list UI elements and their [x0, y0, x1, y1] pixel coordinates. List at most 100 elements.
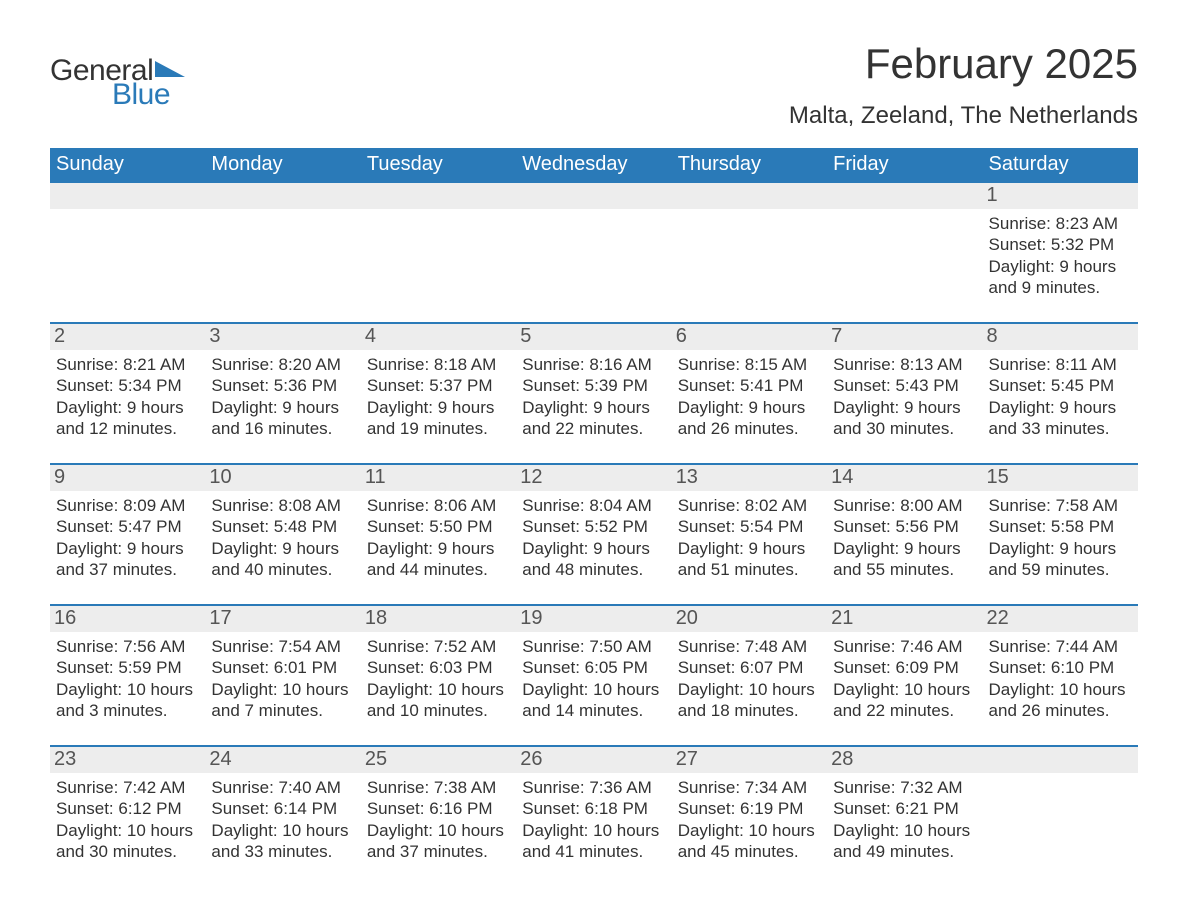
day-cell: 26 Sunrise: 7:36 AMSunset: 6:18 PMDayligh…	[516, 745, 671, 868]
day-number: 3	[205, 324, 360, 350]
day-number: 2	[50, 324, 205, 350]
day-number: 24	[205, 747, 360, 773]
day-cell: 6 Sunrise: 8:15 AMSunset: 5:41 PMDaylight…	[672, 322, 827, 445]
title-block: February 2025 Malta, Zeeland, The Nether…	[789, 40, 1138, 130]
day-info: Sunrise: 7:50 AMSunset: 6:05 PMDaylight:…	[522, 636, 665, 721]
day-info: Sunrise: 8:11 AMSunset: 5:45 PMDaylight:…	[989, 354, 1132, 439]
day-number: 9	[50, 465, 205, 491]
dow-cell: Sunday	[50, 150, 205, 181]
day-cell: 11Sunrise: 8:06 AMSunset: 5:50 PMDayligh…	[361, 463, 516, 586]
day-cell: 14 Sunrise: 8:00 AMSunset: 5:56 PMDayligh…	[827, 463, 982, 586]
dow-cell: Thursday	[672, 150, 827, 181]
day-info: Sunrise: 8:13 AMSunset: 5:43 PMDaylight:…	[833, 354, 976, 439]
day-number: 23	[50, 747, 205, 773]
week-row: 1 Sunrise: 8:23 AMSunset: 5:32 PMDaylight…	[50, 181, 1138, 304]
week-row: 16 Sunrise: 7:56 AMSunset: 5:59 PMDayligh…	[50, 604, 1138, 727]
day-info: Sunrise: 8:04 AMSunset: 5:52 PMDaylight:…	[522, 495, 665, 580]
day-cell: 9 Sunrise: 8:09 AMSunset: 5:47 PMDaylight…	[50, 463, 205, 586]
day-cell: 3 Sunrise: 8:20 AMSunset: 5:36 PMDaylight…	[205, 322, 360, 445]
day-cell: 10Sunrise: 8:08 AMSunset: 5:48 PMDayligh…	[205, 463, 360, 586]
day-number: 22	[983, 606, 1138, 632]
day-info: Sunrise: 8:00 AMSunset: 5:56 PMDaylight:…	[833, 495, 976, 580]
day-info: Sunrise: 7:36 AMSunset: 6:18 PMDaylight:…	[522, 777, 665, 862]
day-cell: 4 Sunrise: 8:18 AMSunset: 5:37 PMDaylight…	[361, 322, 516, 445]
day-info: Sunrise: 8:02 AMSunset: 5:54 PMDaylight:…	[678, 495, 821, 580]
header: General Blue February 2025 Malta, Zeelan…	[50, 40, 1138, 130]
day-cell-empty	[672, 181, 827, 304]
week-row: 23 Sunrise: 7:42 AMSunset: 6:12 PMDayligh…	[50, 745, 1138, 868]
dow-cell: Wednesday	[516, 150, 671, 181]
day-number: 27	[672, 747, 827, 773]
day-number: 25	[361, 747, 516, 773]
day-info: Sunrise: 8:16 AMSunset: 5:39 PMDaylight:…	[522, 354, 665, 439]
day-number: 1	[983, 183, 1138, 209]
day-cell: 23 Sunrise: 7:42 AMSunset: 6:12 PMDayligh…	[50, 745, 205, 868]
month-title: February 2025	[789, 40, 1138, 88]
day-info: Sunrise: 7:52 AMSunset: 6:03 PMDaylight:…	[367, 636, 510, 721]
day-cell: 24 Sunrise: 7:40 AMSunset: 6:14 PMDayligh…	[205, 745, 360, 868]
day-number: 28	[827, 747, 982, 773]
day-cell: 27 Sunrise: 7:34 AMSunset: 6:19 PMDayligh…	[672, 745, 827, 868]
day-info: Sunrise: 7:46 AMSunset: 6:09 PMDaylight:…	[833, 636, 976, 721]
day-number	[672, 183, 827, 209]
day-info: Sunrise: 7:32 AMSunset: 6:21 PMDaylight:…	[833, 777, 976, 862]
day-info: Sunrise: 8:18 AMSunset: 5:37 PMDaylight:…	[367, 354, 510, 439]
day-cell: 21 Sunrise: 7:46 AMSunset: 6:09 PMDayligh…	[827, 604, 982, 727]
day-number: 17	[205, 606, 360, 632]
day-cell-empty	[50, 181, 205, 304]
day-info: Sunrise: 8:20 AMSunset: 5:36 PMDaylight:…	[211, 354, 354, 439]
day-number: 19	[516, 606, 671, 632]
day-cell-empty	[827, 181, 982, 304]
day-number: 4	[361, 324, 516, 350]
day-number: 16	[50, 606, 205, 632]
calendar: SundayMondayTuesdayWednesdayThursdayFrid…	[50, 148, 1138, 868]
day-info: Sunrise: 8:15 AMSunset: 5:41 PMDaylight:…	[678, 354, 821, 439]
day-number: 13	[672, 465, 827, 491]
day-number: 15	[983, 465, 1138, 491]
day-cell: 25 Sunrise: 7:38 AMSunset: 6:16 PMDayligh…	[361, 745, 516, 868]
day-number: 6	[672, 324, 827, 350]
dow-cell: Monday	[205, 150, 360, 181]
day-cell: 8 Sunrise: 8:11 AMSunset: 5:45 PMDaylight…	[983, 322, 1138, 445]
day-info: Sunrise: 7:44 AMSunset: 6:10 PMDaylight:…	[989, 636, 1132, 721]
dow-cell: Friday	[827, 150, 982, 181]
day-info: Sunrise: 7:54 AMSunset: 6:01 PMDaylight:…	[211, 636, 354, 721]
day-cell: 12Sunrise: 8:04 AMSunset: 5:52 PMDayligh…	[516, 463, 671, 586]
day-number: 8	[983, 324, 1138, 350]
day-info: Sunrise: 8:06 AMSunset: 5:50 PMDaylight:…	[367, 495, 510, 580]
day-info: Sunrise: 8:23 AMSunset: 5:32 PMDaylight:…	[989, 213, 1132, 298]
day-cell: 16 Sunrise: 7:56 AMSunset: 5:59 PMDayligh…	[50, 604, 205, 727]
day-cell: 18 Sunrise: 7:52 AMSunset: 6:03 PMDayligh…	[361, 604, 516, 727]
day-number	[827, 183, 982, 209]
day-cell: 17 Sunrise: 7:54 AMSunset: 6:01 PMDayligh…	[205, 604, 360, 727]
day-info: Sunrise: 8:09 AMSunset: 5:47 PMDaylight:…	[56, 495, 199, 580]
day-cell: 20 Sunrise: 7:48 AMSunset: 6:07 PMDayligh…	[672, 604, 827, 727]
day-number: 18	[361, 606, 516, 632]
day-cell-empty	[205, 181, 360, 304]
logo: General Blue	[50, 54, 185, 112]
day-number	[361, 183, 516, 209]
day-info: Sunrise: 7:42 AMSunset: 6:12 PMDaylight:…	[56, 777, 199, 862]
day-cell: 1 Sunrise: 8:23 AMSunset: 5:32 PMDaylight…	[983, 181, 1138, 304]
week-row: 9 Sunrise: 8:09 AMSunset: 5:47 PMDaylight…	[50, 463, 1138, 586]
day-number: 5	[516, 324, 671, 350]
day-cell: 15 Sunrise: 7:58 AMSunset: 5:58 PMDayligh…	[983, 463, 1138, 586]
day-number: 14	[827, 465, 982, 491]
day-cell: 28 Sunrise: 7:32 AMSunset: 6:21 PMDayligh…	[827, 745, 982, 868]
day-number	[983, 747, 1138, 773]
day-cell: 7Sunrise: 8:13 AMSunset: 5:43 PMDaylight…	[827, 322, 982, 445]
dow-cell: Tuesday	[361, 150, 516, 181]
day-number: 21	[827, 606, 982, 632]
day-cell: 13 Sunrise: 8:02 AMSunset: 5:54 PMDayligh…	[672, 463, 827, 586]
day-info: Sunrise: 7:48 AMSunset: 6:07 PMDaylight:…	[678, 636, 821, 721]
day-info: Sunrise: 8:21 AMSunset: 5:34 PMDaylight:…	[56, 354, 199, 439]
day-cell: 2 Sunrise: 8:21 AMSunset: 5:34 PMDaylight…	[50, 322, 205, 445]
day-info: Sunrise: 7:58 AMSunset: 5:58 PMDaylight:…	[989, 495, 1132, 580]
day-info: Sunrise: 7:34 AMSunset: 6:19 PMDaylight:…	[678, 777, 821, 862]
day-number: 20	[672, 606, 827, 632]
day-info: Sunrise: 7:56 AMSunset: 5:59 PMDaylight:…	[56, 636, 199, 721]
day-cell: 19 Sunrise: 7:50 AMSunset: 6:05 PMDayligh…	[516, 604, 671, 727]
day-info: Sunrise: 7:38 AMSunset: 6:16 PMDaylight:…	[367, 777, 510, 862]
day-number: 26	[516, 747, 671, 773]
day-info: Sunrise: 7:40 AMSunset: 6:14 PMDaylight:…	[211, 777, 354, 862]
